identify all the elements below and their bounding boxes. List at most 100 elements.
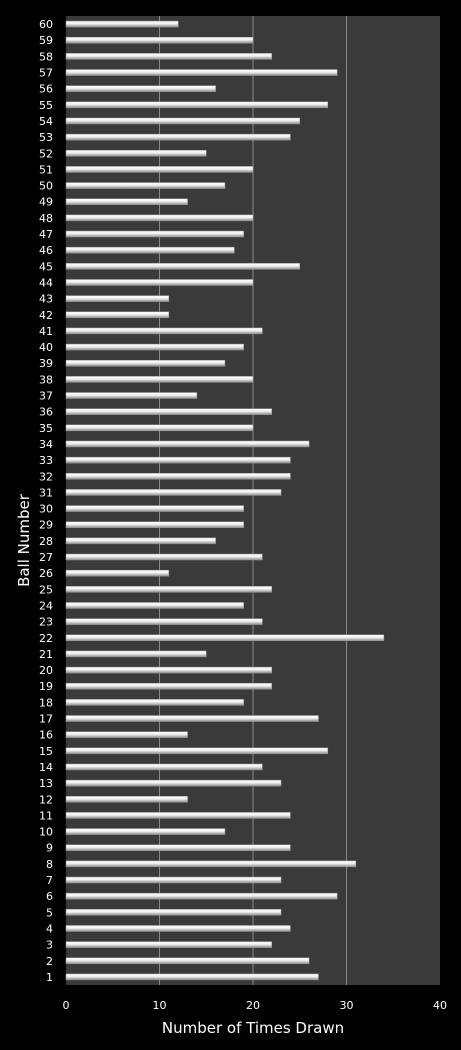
y-tick-label: 13	[39, 777, 53, 790]
y-tick-label: 52	[39, 147, 53, 160]
y-tick-label: 51	[39, 163, 53, 176]
bar-ball-9	[65, 844, 291, 851]
y-tick-label: 33	[39, 454, 53, 467]
y-tick-label: 39	[39, 357, 53, 370]
y-tick-label: 36	[39, 406, 53, 419]
y-tick-label: 30	[39, 503, 53, 516]
y-tick-label: 10	[39, 826, 53, 839]
y-tick-label: 55	[39, 99, 53, 112]
bar-ball-5	[65, 909, 282, 916]
bar-ball-59	[65, 36, 254, 44]
bar-ball-54	[65, 117, 300, 125]
x-tick-label: 20	[246, 999, 260, 1012]
y-tick-label: 19	[39, 680, 53, 693]
y-tick-label: 46	[39, 244, 53, 257]
y-tick-label: 2	[46, 955, 53, 968]
y-tick-label: 44	[39, 276, 53, 289]
bar-ball-52	[65, 150, 207, 157]
y-tick-label: 59	[39, 34, 53, 47]
y-tick-label: 8	[46, 858, 53, 871]
bar-ball-56	[65, 85, 216, 92]
bar-ball-1	[65, 973, 319, 981]
y-tick-label: 24	[39, 599, 53, 612]
y-tick-label: 35	[39, 422, 53, 435]
bar-ball-58	[65, 53, 272, 60]
bar-ball-49	[65, 198, 188, 205]
y-tick-label: 38	[39, 373, 53, 386]
bars	[65, 20, 385, 981]
bar-ball-23	[65, 618, 263, 625]
y-tick-label: 1	[46, 971, 53, 984]
bar-ball-16	[65, 731, 188, 738]
bar-ball-20	[65, 666, 272, 674]
bar-ball-24	[65, 602, 244, 609]
bar-ball-50	[65, 182, 226, 189]
y-tick-label: 58	[39, 50, 53, 63]
y-tick-label: 9	[46, 842, 53, 855]
y-tick-label: 45	[39, 260, 53, 273]
bar-ball-30	[65, 505, 244, 512]
bar-ball-2	[65, 957, 310, 965]
bar-ball-18	[65, 699, 244, 706]
bar-ball-38	[65, 376, 254, 383]
bar-ball-34	[65, 440, 310, 448]
bar-ball-28	[65, 537, 216, 545]
y-tick-label: 23	[39, 616, 53, 629]
y-tick-label: 15	[39, 745, 53, 758]
bar-ball-22	[65, 634, 385, 642]
y-tick-label: 32	[39, 470, 53, 483]
y-tick-label: 60	[39, 18, 53, 31]
y-tick-label: 22	[39, 632, 53, 645]
bar-ball-57	[65, 69, 338, 76]
bar-ball-26	[65, 569, 170, 577]
bar-ball-43	[65, 295, 170, 302]
y-tick-label: 31	[39, 486, 53, 499]
y-tick-label: 11	[39, 809, 53, 822]
y-tick-label: 14	[39, 761, 53, 774]
y-tick-label: 47	[39, 228, 53, 241]
y-tick-label: 3	[46, 939, 53, 952]
bar-ball-7	[65, 876, 282, 884]
bar-ball-10	[65, 828, 226, 835]
bar-ball-45	[65, 263, 300, 270]
bar-ball-51	[65, 166, 254, 173]
bar-ball-25	[65, 586, 272, 593]
y-tick-label: 43	[39, 293, 53, 306]
bar-ball-3	[65, 941, 272, 948]
bar-ball-14	[65, 763, 263, 771]
bar-ball-55	[65, 101, 329, 109]
y-tick-label: 50	[39, 180, 53, 193]
bar-ball-41	[65, 327, 263, 335]
bar-ball-6	[65, 892, 338, 900]
x-tick-label: 10	[153, 999, 167, 1012]
y-tick-label: 54	[39, 115, 53, 128]
y-tick-label: 37	[39, 390, 53, 403]
bar-ball-60	[65, 20, 179, 28]
y-tick-label: 34	[39, 438, 53, 451]
y-tick-label: 49	[39, 196, 53, 209]
y-tick-label: 57	[39, 67, 53, 80]
y-tick-label: 40	[39, 341, 53, 354]
bar-ball-12	[65, 796, 188, 803]
y-tick-label: 12	[39, 793, 53, 806]
bar-ball-42	[65, 311, 170, 319]
y-tick-label: 7	[46, 874, 53, 887]
bar-ball-21	[65, 650, 207, 658]
y-tick-label: 21	[39, 648, 53, 661]
y-tick-label: 42	[39, 309, 53, 322]
x-tick-label: 30	[340, 999, 354, 1012]
bar-ball-17	[65, 715, 319, 722]
bar-ball-39	[65, 359, 226, 367]
bar-ball-19	[65, 682, 272, 690]
bar-ball-4	[65, 925, 291, 932]
bar-ball-29	[65, 521, 244, 528]
bar-ball-11	[65, 812, 291, 819]
y-tick-label: 41	[39, 325, 53, 338]
bar-ball-53	[65, 133, 291, 141]
bar-ball-33	[65, 456, 291, 464]
bar-ball-15	[65, 747, 329, 755]
bar-ball-35	[65, 424, 254, 432]
y-tick-label: 27	[39, 551, 53, 564]
bar-ball-31	[65, 489, 282, 496]
bar-ball-46	[65, 246, 235, 254]
